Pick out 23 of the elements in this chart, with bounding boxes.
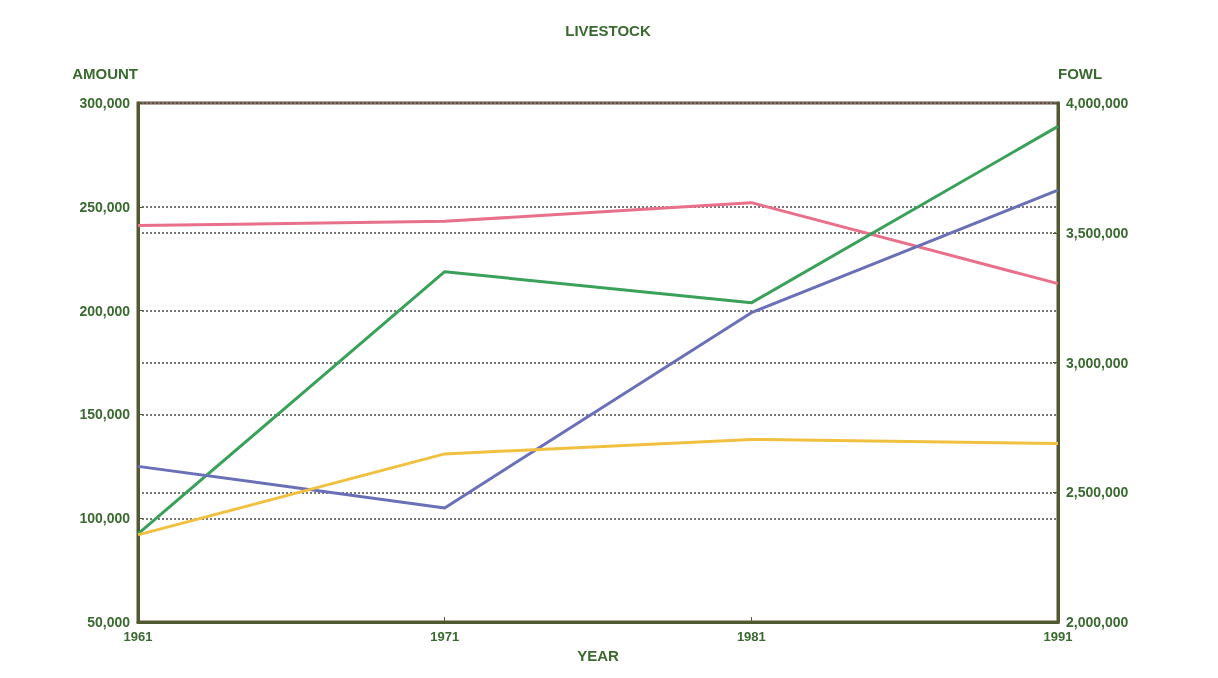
- x-tick-label: 1961: [123, 629, 153, 645]
- y2-axis-title: FOWL: [1058, 65, 1103, 82]
- y-tick-label: 100,000: [79, 510, 131, 527]
- chart-title: LIVESTOCK: [565, 22, 651, 39]
- y-tick-label: 200,000: [79, 302, 131, 319]
- y-axis-title: AMOUNT: [72, 65, 138, 82]
- x-tick-label: 1971: [430, 629, 460, 645]
- line-series: [136, 188, 1060, 510]
- x-axis-title: YEAR: [577, 647, 619, 664]
- y2-tick-label: 4,000,000: [1066, 95, 1129, 111]
- y-tick-label: 300,000: [79, 95, 131, 111]
- y-tick-label: 50,000: [87, 614, 131, 631]
- line-series: [136, 124, 1060, 536]
- y2-tick-label: 3,000,000: [1066, 354, 1129, 371]
- line-series: [136, 437, 1060, 537]
- x-tick-label: 1991: [1043, 629, 1073, 645]
- y-tick-label: 250,000: [79, 198, 131, 215]
- y-tick-label: 150,000: [79, 406, 131, 423]
- line-series: [136, 201, 1060, 286]
- y2-tick-label: 2,500,000: [1066, 484, 1129, 501]
- x-tick-label: 1981: [736, 629, 766, 645]
- y2-tick-label: 2,000,000: [1066, 614, 1129, 631]
- y2-tick-label: 3,500,000: [1066, 224, 1129, 241]
